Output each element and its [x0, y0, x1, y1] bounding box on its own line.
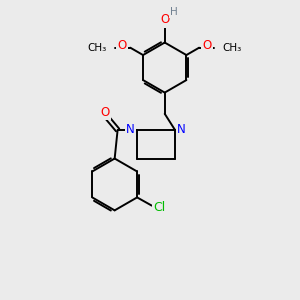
- Text: N: N: [177, 124, 186, 136]
- Text: H: H: [170, 7, 178, 17]
- Text: Cl: Cl: [153, 201, 165, 214]
- Text: CH₃: CH₃: [88, 43, 107, 53]
- Text: O: O: [160, 14, 169, 26]
- Text: CH₃: CH₃: [223, 43, 242, 53]
- Text: N: N: [126, 124, 135, 136]
- Text: O: O: [203, 39, 212, 52]
- Text: O: O: [100, 106, 110, 119]
- Text: O: O: [118, 39, 127, 52]
